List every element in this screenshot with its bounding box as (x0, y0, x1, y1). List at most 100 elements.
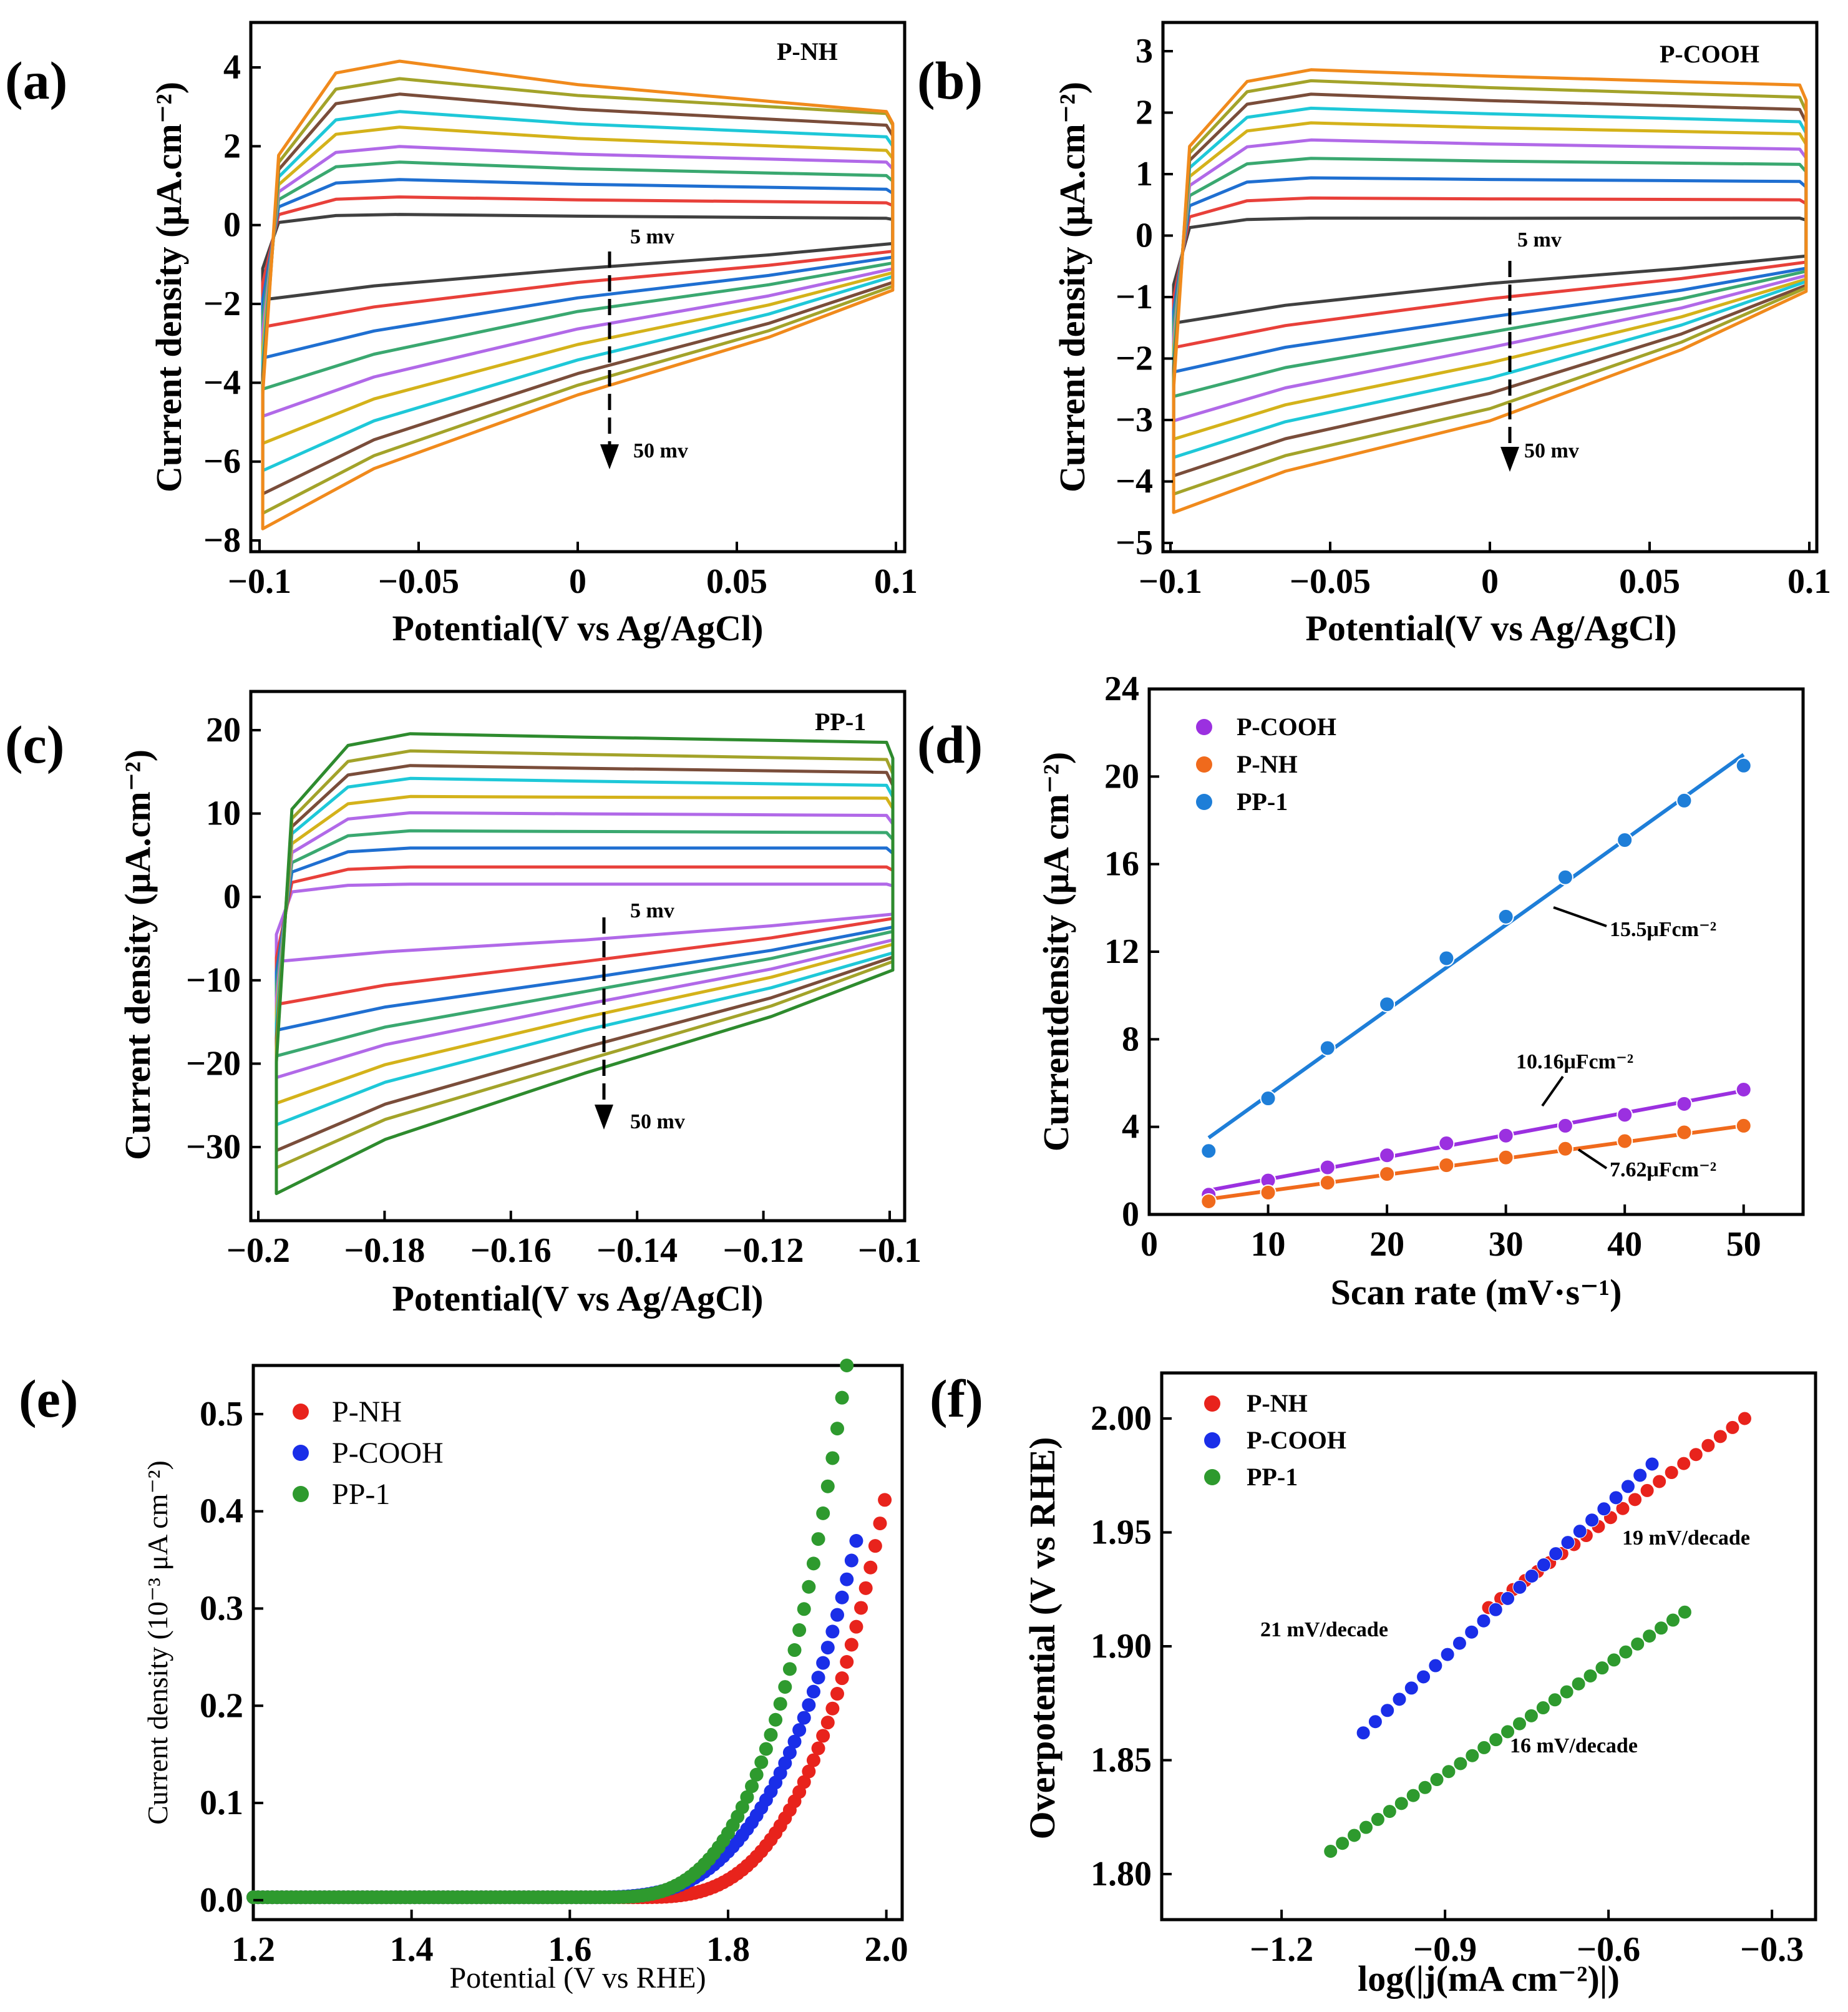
panel-a-title: P-NH (777, 37, 838, 66)
point-pp-1 (1512, 1716, 1527, 1731)
point-p-cooh (811, 1671, 825, 1685)
slope-label-pnh: 19 mV/decade (1622, 1526, 1750, 1550)
point-p-cooh (825, 1624, 840, 1639)
panel-d-xlabel: Scan rate (mV·s⁻¹) (1331, 1272, 1622, 1312)
legend-marker-pnh (293, 1404, 309, 1420)
y-tick-label: 2 (223, 127, 241, 165)
panel-a-arrowhead (600, 444, 619, 469)
legend-label-pp1: PP-1 (332, 1478, 390, 1511)
x-tick-label: −0.05 (378, 562, 459, 601)
point-p-cooh (1572, 1524, 1587, 1539)
point-pp-1 (802, 1580, 816, 1594)
point-pp-1 (830, 1422, 844, 1436)
x-tick-label: 1.2 (231, 1930, 275, 1969)
y-tick-label: 20 (1104, 757, 1139, 796)
point-pp-1 (1595, 1661, 1610, 1676)
x-tick-label: −0.9 (1413, 1930, 1477, 1969)
point-p-nh (835, 1671, 849, 1686)
point-pp-1 (1200, 1143, 1217, 1160)
panel-f-ylabel: Overpotential (V vs RHE) (1022, 1437, 1063, 1840)
panel-e-legend: P-NH P-COOH PP-1 (293, 1395, 444, 1511)
point-pp-1 (782, 1662, 797, 1676)
y-tick-label: −4 (203, 363, 241, 402)
point-pp-1 (1642, 1629, 1657, 1644)
y-tick-label: −2 (1116, 339, 1153, 378)
panel-b-ticks: −0.1 −0.05 0 0.05 0.1 −5 −4 −3 −2 −1 0 1 2 3 (1116, 32, 1831, 601)
panel-d-series (1200, 753, 1752, 1209)
y-tick-label: −30 (186, 1128, 241, 1166)
x-tick-label: 0.05 (706, 562, 767, 601)
point-pp-1 (1617, 832, 1633, 849)
point-pp-1 (1665, 1613, 1680, 1628)
legend-label-pcooh: P-COOH (1247, 1426, 1346, 1454)
point-p-nh (1379, 1166, 1396, 1183)
panel-e-ylabel: Current density (10⁻³ μA cm⁻²) (142, 1460, 173, 1825)
panel-b: (b) −0.1 −0.05 0 0.05 0.1 −5 −4 −3 −2 −1 0 1 2 3 P-CO… (917, 21, 1831, 648)
legend-marker-pcooh (293, 1445, 309, 1461)
x-tick-label: 0 (1481, 562, 1499, 601)
point-p-cooh (1379, 1147, 1396, 1164)
x-tick-label: 0 (569, 562, 586, 601)
panel-e-xlabel: Potential (V vs RHE) (449, 1961, 706, 1995)
fit-label-pcooh: 10.16μFcm⁻² (1516, 1050, 1633, 1073)
point-pp-1 (840, 1359, 854, 1372)
point-p-cooh (1536, 1558, 1551, 1573)
panel-a-ylabel: Current density (μA.cm⁻²) (148, 82, 189, 492)
point-p-nh (878, 1493, 892, 1507)
point-p-nh (820, 1716, 835, 1730)
panel-b-annotation-start: 5 mv (1517, 228, 1562, 251)
point-p-nh (849, 1619, 863, 1634)
x-tick-label: 0.05 (1619, 562, 1680, 601)
point-p-nh (1319, 1174, 1336, 1191)
point-pp-1 (773, 1697, 787, 1711)
fit-arrow-pp1 (1553, 906, 1607, 927)
point-p-nh (873, 1516, 887, 1531)
panel-a-xlabel: Potential(V vs Ag/AgCl) (392, 608, 763, 648)
cv-loop-20mv (1172, 157, 1808, 398)
point-pp-1 (1607, 1653, 1622, 1668)
panel-e-series (246, 1359, 892, 1905)
point-p-cooh (1464, 1624, 1479, 1639)
y-tick-label: 2 (1136, 94, 1153, 132)
legend-marker-pp1 (1196, 794, 1212, 810)
point-pp-1 (740, 1790, 754, 1804)
cv-loop-5mv (261, 213, 895, 301)
point-p-nh (1735, 1117, 1752, 1134)
point-pp-1 (1335, 1836, 1350, 1851)
y-tick-label: 0.4 (200, 1492, 243, 1531)
point-p-cooh (1633, 1468, 1648, 1483)
point-pp-1 (1260, 1090, 1277, 1107)
point-pp-1 (759, 1742, 773, 1756)
y-tick-label: 8 (1122, 1020, 1139, 1058)
point-p-nh (1725, 1420, 1740, 1435)
y-tick-label: 1.95 (1091, 1513, 1152, 1552)
point-pp-1 (787, 1643, 802, 1658)
x-tick-label: −0.05 (1290, 562, 1371, 601)
point-pp-1 (1347, 1828, 1362, 1843)
point-pp-1 (1406, 1788, 1421, 1803)
x-tick-label: −0.6 (1577, 1930, 1640, 1969)
y-tick-label: −3 (1116, 401, 1153, 439)
point-pp-1 (806, 1556, 820, 1571)
point-p-cooh (1676, 1095, 1693, 1112)
panel-b-label: (b) (917, 51, 983, 110)
panel-d-ticks: 0 10 20 30 40 50 0 4 8 12 16 20 24 (1104, 670, 1761, 1264)
point-p-nh (811, 1741, 825, 1756)
point-pp-1 (1323, 1844, 1338, 1858)
point-pp-1 (811, 1532, 825, 1546)
point-p-nh (858, 1581, 873, 1595)
y-tick-label: 0.0 (200, 1881, 243, 1920)
point-p-nh (1438, 1157, 1455, 1174)
panel-b-series (1172, 68, 1808, 514)
panel-a-label: (a) (5, 51, 67, 110)
point-p-cooh (849, 1534, 863, 1548)
point-p-nh (1628, 1492, 1643, 1507)
point-p-cooh (778, 1756, 792, 1770)
point-p-nh (816, 1729, 830, 1743)
legend-label-pp1: PP-1 (1247, 1463, 1298, 1491)
x-tick-label: −0.1 (858, 1231, 922, 1270)
y-tick-label: 0 (223, 877, 241, 916)
legend-label-pp1: PP-1 (1237, 788, 1288, 816)
legend-marker-pcooh (1196, 719, 1212, 735)
point-p-nh (840, 1654, 854, 1669)
